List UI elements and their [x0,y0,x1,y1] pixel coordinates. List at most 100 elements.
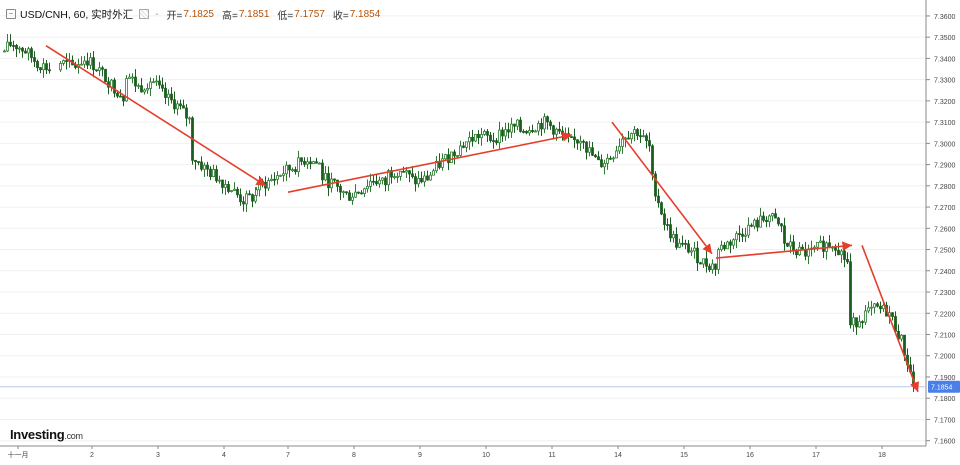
candle-body [251,194,254,202]
candle-body [261,180,264,183]
candle-body [765,219,768,223]
trend-arrow [861,245,920,393]
candle-body [218,179,221,182]
candle-body [89,57,92,66]
trend-arrow [287,132,573,193]
candle-body [720,244,723,251]
candle-body [690,250,693,253]
collapse-icon[interactable]: − [6,9,16,19]
candle-body [321,162,324,181]
candle-body [59,63,62,71]
candle-body [540,123,543,130]
candle-body [531,130,534,133]
candle-body [657,195,660,204]
candle-body [519,119,522,132]
investing-logo: Investing.com [10,427,83,442]
last-price-label: 7.1854 [931,385,953,392]
candle-body [291,169,294,172]
candle-body [729,241,732,246]
candle-body [336,179,339,187]
candle-body [408,170,411,175]
candle-body [369,180,372,187]
candle-body [822,240,825,252]
candle-body [870,306,873,309]
candle-body [513,123,516,127]
candle-body [45,63,48,71]
candle-body [522,130,525,133]
y-tick-label: 7.2300 [934,290,956,297]
candle-body [696,247,699,264]
candle-body [858,321,861,328]
chart-header: − USD/CNH, 60, 实时外汇 - 开= 7.1825 高= 7.185… [6,6,388,22]
candle-body [378,179,381,185]
logo-main: Investing [10,427,65,442]
candle-body [867,307,870,312]
candle-body [489,134,492,141]
candle-body [702,258,705,265]
open-label: 开= [166,10,183,22]
candle-body [711,263,714,271]
candle-body [669,224,672,239]
candle-body [212,169,215,177]
candle-body [660,202,663,215]
y-tick-label: 7.3500 [934,35,956,42]
x-tick-label: 18 [878,452,886,459]
candle-body [239,194,242,203]
candle-body [230,190,233,192]
candle-body [309,161,312,165]
x-tick-label: 2 [90,452,94,459]
candle-body [468,136,471,143]
candle-body [675,234,678,248]
candle-body [492,140,495,142]
candle-body [882,304,885,310]
candle-body [9,41,12,46]
candle-body [92,57,95,71]
candle-body [209,168,212,177]
candle-body [450,151,453,164]
candle-body [705,258,708,267]
candle-body [819,240,822,243]
candle-body [158,80,161,86]
y-tick-label: 7.2200 [934,311,956,318]
candle-body [780,223,783,227]
candle-body [125,78,128,102]
candle-body [699,262,702,265]
y-tick-label: 7.2900 [934,163,956,170]
candle-body [6,41,9,52]
candle-body [561,130,564,135]
candle-body [161,84,164,89]
candle-body [185,107,188,119]
candle-body [651,145,654,175]
y-tick-label: 7.1600 [934,439,956,446]
candle-body [600,159,603,168]
y-tick-label: 7.1800 [934,396,956,403]
candle-body [582,140,585,143]
candle-body [327,173,330,189]
candle-body [86,60,89,66]
candle-body [318,162,321,165]
candle-body [843,250,846,260]
candle-body [15,45,18,50]
x-tick-label: 8 [352,452,356,459]
candle-body [18,47,21,50]
low-label: 低= [277,10,294,22]
trend-arrow [715,241,853,259]
candle-body [756,219,759,228]
candle-body [732,239,735,246]
y-tick-label: 7.2600 [934,226,956,233]
candle-body [303,160,306,165]
settings-icon[interactable] [139,9,150,19]
candle-body [648,140,651,147]
candle-body [116,92,119,97]
candle-body [486,131,489,136]
candle-body [609,157,612,160]
candle-body [104,68,107,83]
logo-suffix: .com [64,431,83,441]
candle-body [27,48,30,54]
candle-body [516,119,519,127]
candle-body [558,128,561,132]
candle-body [98,67,101,71]
